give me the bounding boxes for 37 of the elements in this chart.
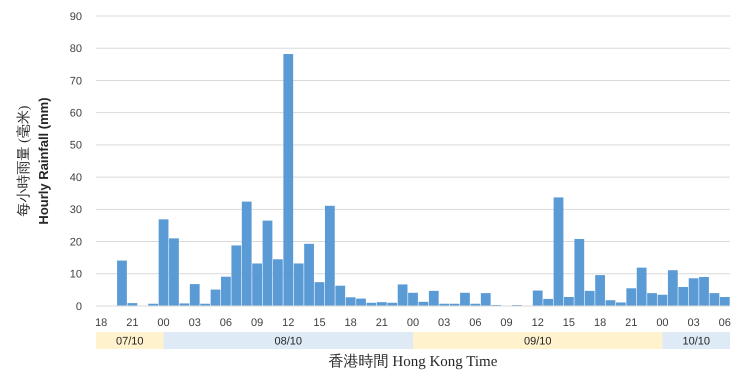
x-tick-label: 15: [313, 317, 326, 329]
text: 08/10: [274, 336, 302, 348]
x-tick-label: 00: [406, 317, 420, 329]
x-tick-label: 03: [688, 317, 700, 329]
y-tick-label: 90: [70, 10, 82, 23]
x-axis-title: 香港時間 Hong Kong Time: [328, 353, 498, 370]
y-tick-label: 40: [70, 172, 82, 184]
text: 07/10: [116, 336, 144, 348]
y-tick-label: 10: [70, 268, 82, 281]
y-tick-label: 60: [70, 108, 82, 120]
x-tick-label: 15: [562, 317, 576, 329]
y-axis-title: 每小時雨量 (毫米) Hourly Rainfall (mm): [16, 97, 51, 225]
x-tick-label: 06: [220, 317, 232, 329]
text: 10/10: [682, 336, 710, 348]
x-tick-label: 00: [656, 317, 669, 329]
y-tick-label: 70: [70, 75, 82, 88]
x-tick-label: 03: [438, 317, 450, 329]
x-tick-label: 06: [718, 317, 731, 329]
x-tick-label: 21: [625, 317, 638, 329]
y-tick-label: 30: [70, 204, 82, 216]
x-tick-label: 18: [95, 317, 108, 329]
y-tick-label: 0: [76, 300, 82, 313]
x-tick-label: 09: [250, 317, 264, 329]
x-tick-label: 00: [157, 317, 170, 329]
x-tick-label: 18: [594, 317, 606, 329]
y-tick-label: 80: [70, 43, 82, 56]
x-tick-label: 06: [469, 317, 482, 329]
x-tick-label: 03: [188, 317, 201, 329]
y-tick-label: 50: [70, 140, 82, 152]
x-tick-label: 12: [282, 317, 294, 329]
y-tick-label: 20: [70, 236, 82, 248]
x-tick-label: 12: [532, 317, 544, 329]
x-tick-label: 18: [344, 317, 357, 329]
x-tick-label: 21: [376, 317, 388, 329]
text: 09/10: [524, 336, 552, 348]
x-tick-label: 09: [500, 317, 513, 329]
x-tick-label: 21: [126, 317, 138, 329]
